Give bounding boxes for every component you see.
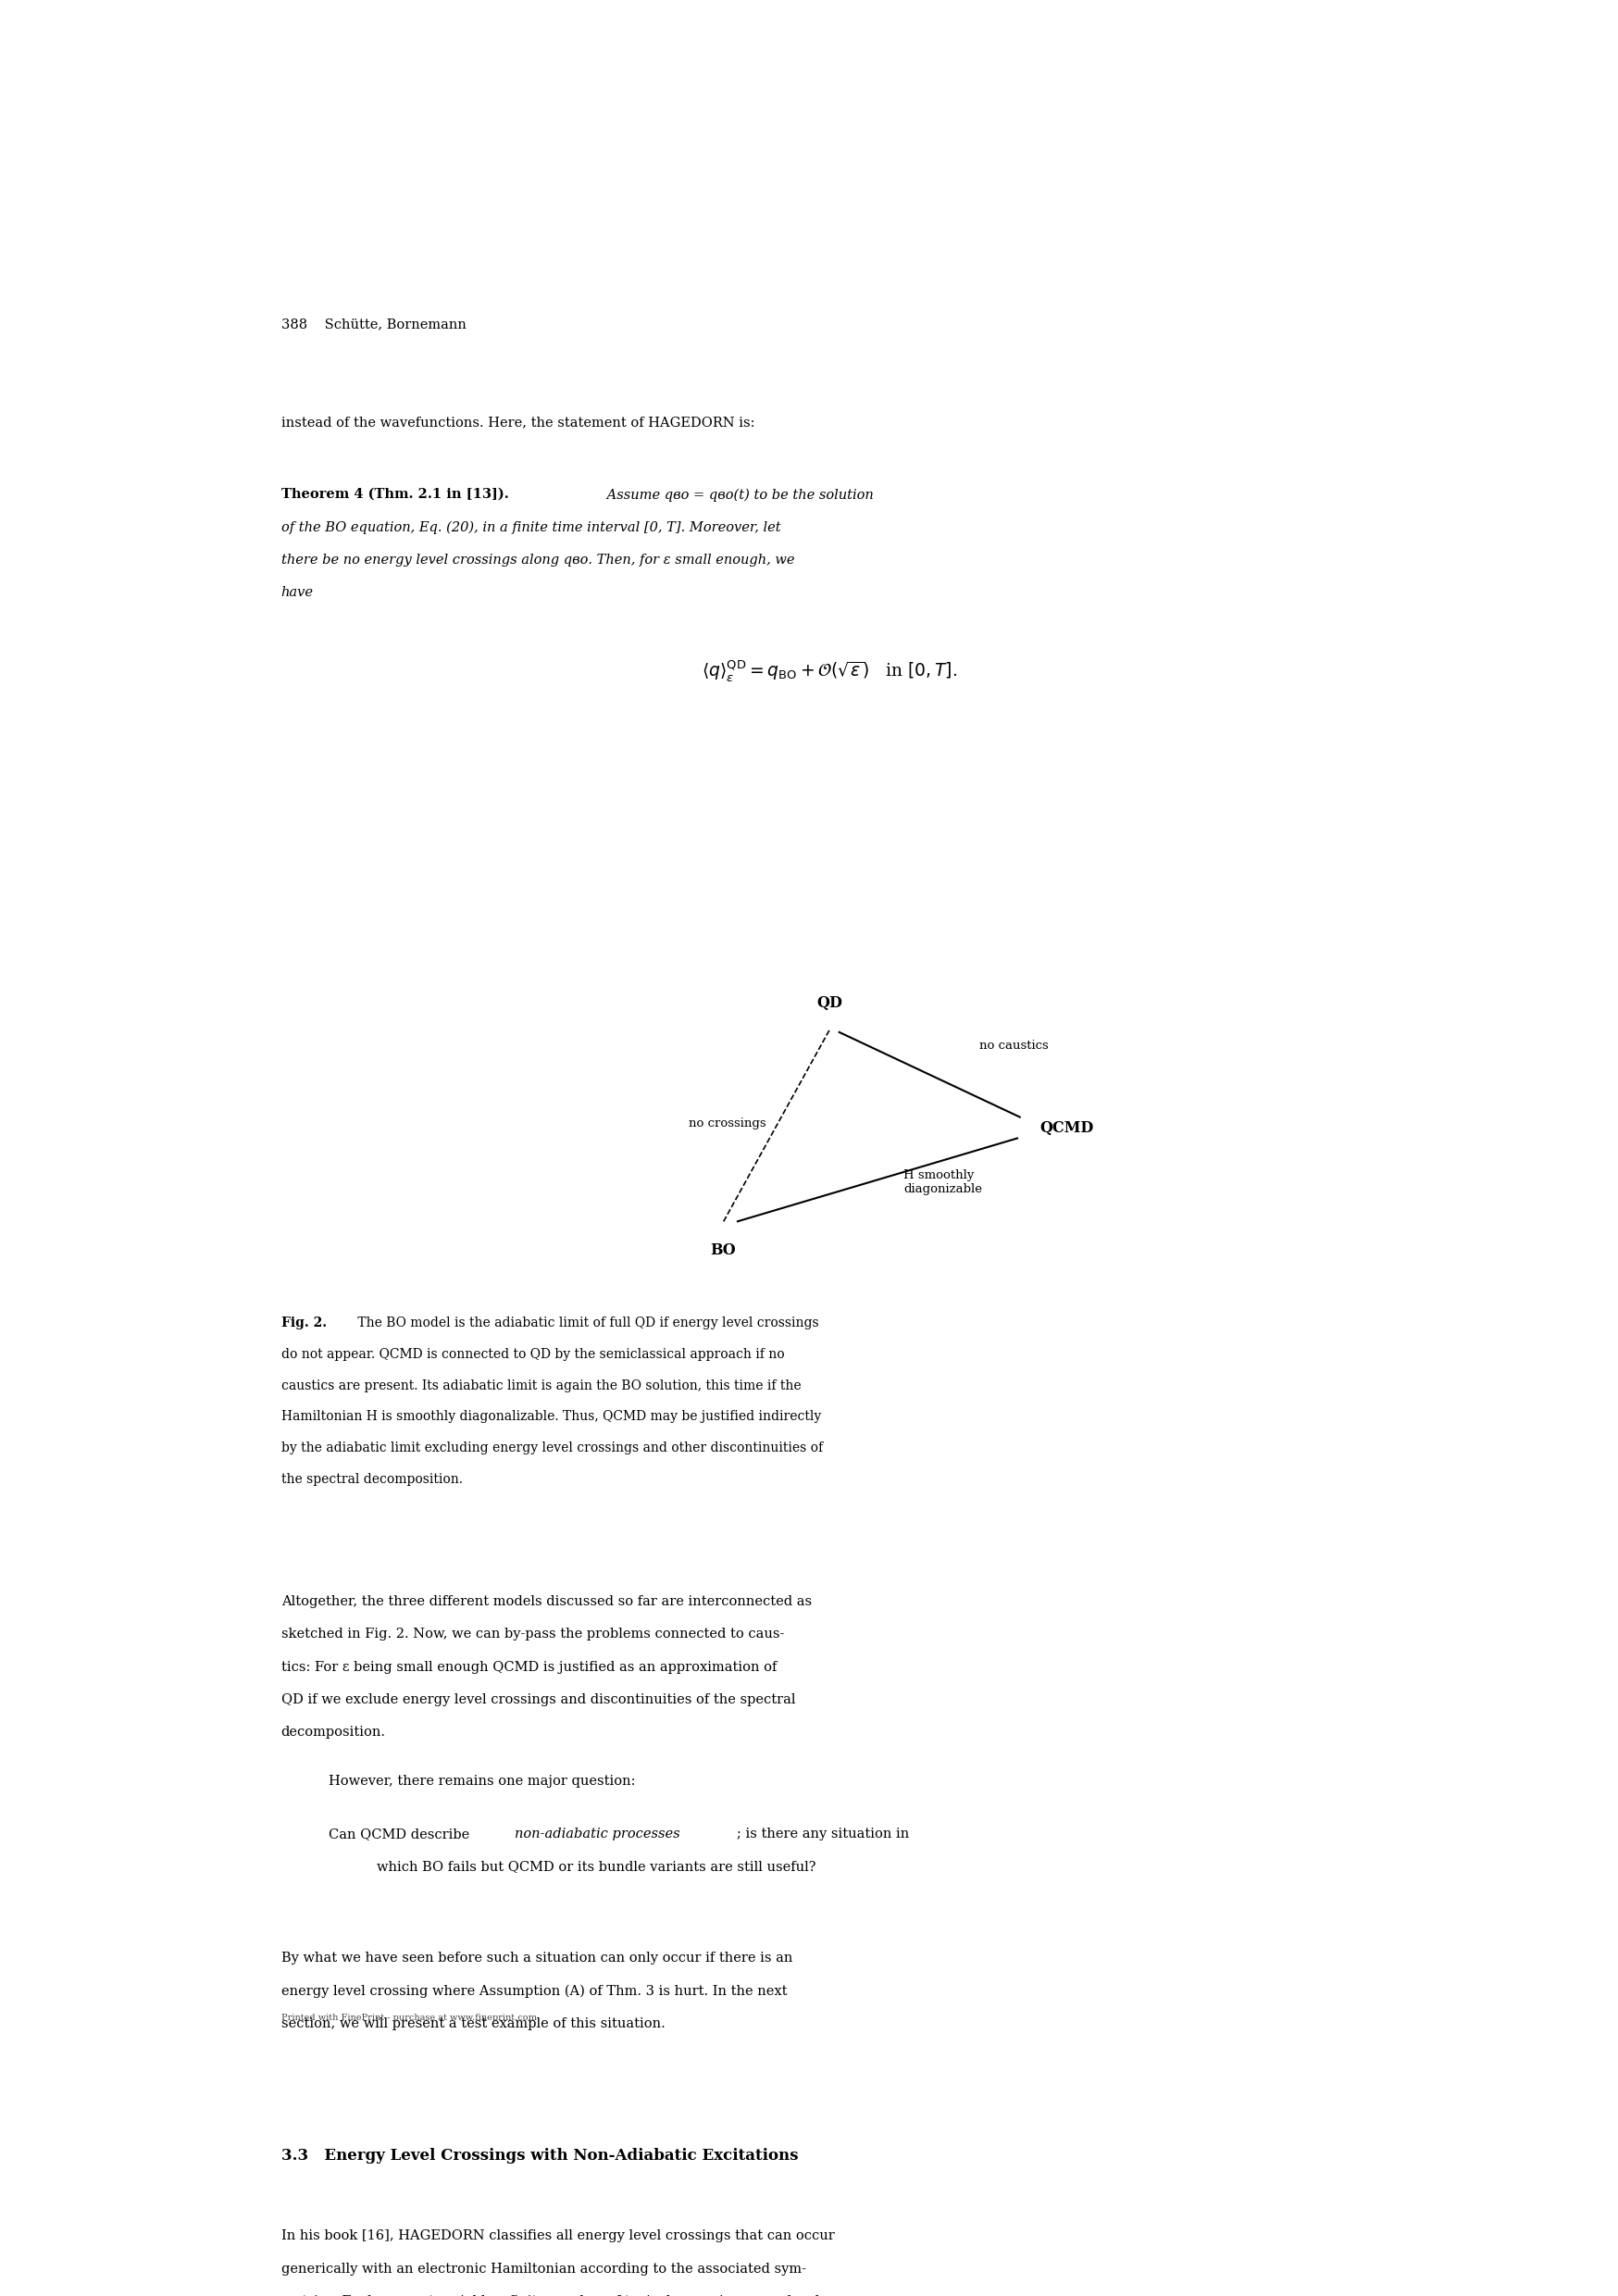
Text: section, we will present a test example of this situation.: section, we will present a test example … xyxy=(282,2018,665,2030)
Text: no crossings: no crossings xyxy=(689,1118,765,1130)
Text: have: have xyxy=(282,585,314,599)
Text: By what we have seen before such a situation can only occur if there is an: By what we have seen before such a situa… xyxy=(282,1952,793,1965)
Text: QCMD: QCMD xyxy=(1040,1120,1094,1137)
Text: decomposition.: decomposition. xyxy=(282,1727,385,1738)
Text: which BO fails but QCMD or its bundle variants are still useful?: which BO fails but QCMD or its bundle va… xyxy=(377,1860,815,1874)
Text: by the adiabatic limit excluding energy level crossings and other discontinuitie: by the adiabatic limit excluding energy … xyxy=(282,1442,824,1453)
Text: In his book [16], HAGEDORN classifies all energy level crossings that can occur: In his book [16], HAGEDORN classifies al… xyxy=(282,2229,835,2243)
Text: H smoothly
diagonizable: H smoothly diagonizable xyxy=(904,1169,982,1196)
Text: Altogether, the three different models discussed so far are interconnected as: Altogether, the three different models d… xyxy=(282,1596,812,1607)
Text: the spectral decomposition.: the spectral decomposition. xyxy=(282,1472,463,1486)
Text: BO: BO xyxy=(710,1242,736,1258)
Text: there be no energy level crossings along qво. Then, for ε small enough, we: there be no energy level crossings along… xyxy=(282,553,794,567)
Text: Hamiltonian H is smoothly diagonalizable. Thus, QCMD may be justified indirectly: Hamiltonian H is smoothly diagonalizable… xyxy=(282,1410,820,1424)
Text: QD: QD xyxy=(817,994,841,1010)
Text: Can QCMD describe: Can QCMD describe xyxy=(328,1828,474,1841)
Text: of the BO equation, Eq. (20), in a finite time interval [0, T]. Moreover, let: of the BO equation, Eq. (20), in a finit… xyxy=(282,521,780,535)
Text: $\langle q\rangle_\varepsilon^{\mathrm{QD}} = q_{\mathrm{BO}} + \mathcal{O}(\sqr: $\langle q\rangle_\varepsilon^{\mathrm{Q… xyxy=(702,659,956,684)
Text: QD if we exclude energy level crossings and discontinuities of the spectral: QD if we exclude energy level crossings … xyxy=(282,1694,796,1706)
Text: caustics are present. Its adiabatic limit is again the BO solution, this time if: caustics are present. Its adiabatic limi… xyxy=(282,1380,801,1391)
Text: do not appear. QCMD is connected to QD by the semiclassical approach if no: do not appear. QCMD is connected to QD b… xyxy=(282,1348,785,1362)
Text: non-adiabatic processes: non-adiabatic processes xyxy=(515,1828,680,1841)
Text: ; is there any situation in: ; is there any situation in xyxy=(736,1828,909,1841)
Text: tics: For ε being small enough QCMD is justified as an approximation of: tics: For ε being small enough QCMD is j… xyxy=(282,1660,777,1674)
Text: Fig. 2.: Fig. 2. xyxy=(282,1318,327,1329)
Text: generically with an electronic Hamiltonian according to the associated sym-: generically with an electronic Hamiltoni… xyxy=(282,2262,806,2275)
Text: However, there remains one major question:: However, there remains one major questio… xyxy=(328,1775,636,1789)
Text: instead of the wavefunctions. Here, the statement of HAGEDORN is:: instead of the wavefunctions. Here, the … xyxy=(282,416,754,429)
Text: 3.3   Energy Level Crossings with Non-Adiabatic Excitations: 3.3 Energy Level Crossings with Non-Adia… xyxy=(282,2149,798,2163)
Text: Assume qво = qво(t) to be the solution: Assume qво = qво(t) to be the solution xyxy=(602,489,874,501)
Text: The BO model is the adiabatic limit of full QD if energy level crossings: The BO model is the adiabatic limit of f… xyxy=(354,1318,819,1329)
Text: Theorem 4 (Thm. 2.1 in [13]).: Theorem 4 (Thm. 2.1 in [13]). xyxy=(282,489,508,501)
Text: no caustics: no caustics xyxy=(981,1040,1048,1052)
Text: sketched in Fig. 2. Now, we can by-pass the problems connected to caus-: sketched in Fig. 2. Now, we can by-pass … xyxy=(282,1628,785,1642)
Text: 388    Schütte, Bornemann: 388 Schütte, Bornemann xyxy=(282,317,466,331)
Text: Printed with FinePrint - purchase at www.fineprint.com: Printed with FinePrint - purchase at www… xyxy=(282,2014,537,2023)
Text: energy level crossing where Assumption (A) of Thm. 3 is hurt. In the next: energy level crossing where Assumption (… xyxy=(282,1984,786,1998)
